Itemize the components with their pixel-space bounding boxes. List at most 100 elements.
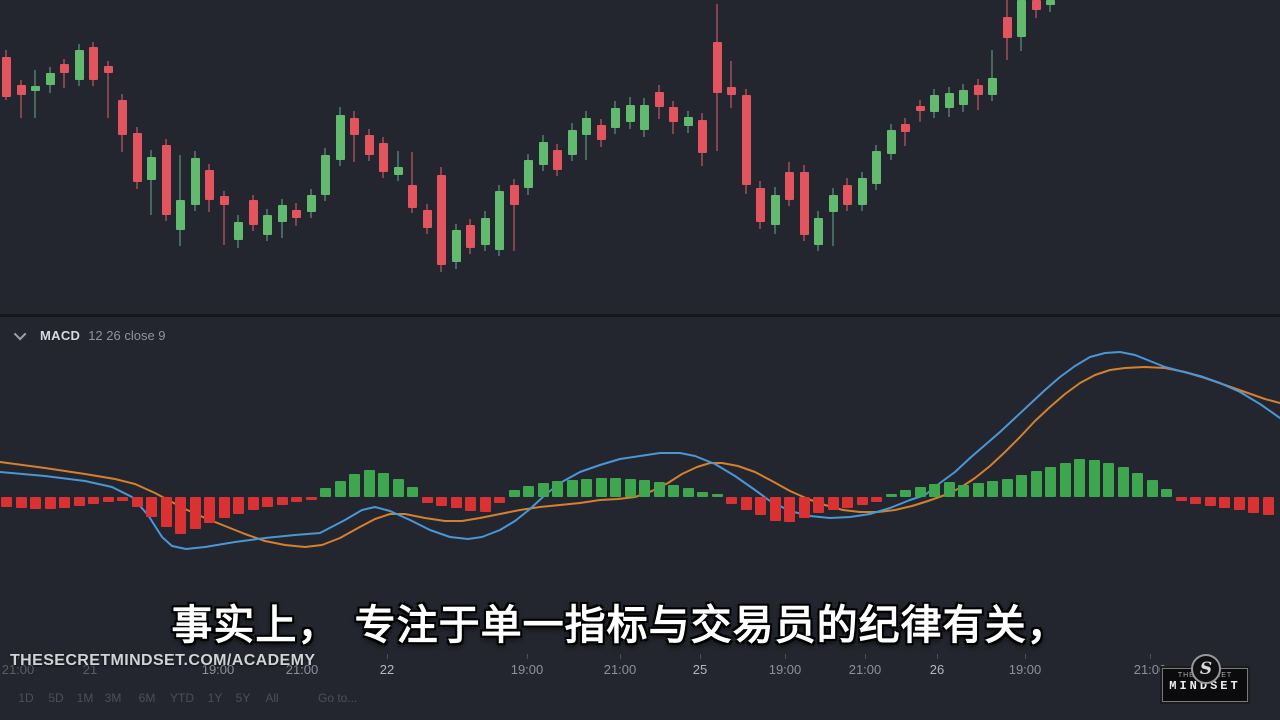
macd-histogram-bar-negative bbox=[465, 497, 476, 511]
candle-wick bbox=[20, 80, 22, 118]
macd-histogram-bar-positive bbox=[625, 479, 636, 497]
macd-histogram-bar-negative bbox=[1, 497, 12, 507]
macd-histogram-bar-positive bbox=[683, 488, 694, 497]
candle-down bbox=[292, 210, 301, 218]
candle-down bbox=[437, 175, 446, 265]
candle-wick bbox=[585, 111, 587, 160]
time-axis-label: 19:00 bbox=[768, 662, 802, 677]
candle-wick bbox=[832, 188, 834, 246]
axis-tick bbox=[620, 654, 621, 659]
macd-histogram-bar-negative bbox=[770, 497, 781, 521]
time-axis-label: 19:00 bbox=[1008, 662, 1042, 677]
candle-up bbox=[321, 155, 330, 195]
candle-down bbox=[597, 125, 606, 140]
chevron-down-icon[interactable] bbox=[10, 327, 32, 343]
macd-histogram-bar-positive bbox=[509, 490, 520, 497]
candle-down bbox=[742, 95, 751, 185]
macd-histogram-bar-negative bbox=[30, 497, 41, 509]
candle-up bbox=[481, 218, 490, 245]
macd-histogram-bar-positive bbox=[1132, 473, 1143, 497]
macd-histogram-bar-positive bbox=[1089, 460, 1100, 497]
macd-histogram-bar-positive bbox=[349, 474, 360, 497]
candle-down bbox=[800, 172, 809, 235]
range-button-1d[interactable]: 1D bbox=[18, 691, 34, 705]
macd-histogram-bar-positive bbox=[1103, 463, 1114, 497]
candle-down bbox=[249, 200, 258, 225]
candle-up bbox=[176, 200, 185, 230]
macd-histogram-bar-negative bbox=[161, 497, 172, 527]
macd-histogram-bar-negative bbox=[1176, 497, 1187, 501]
macd-histogram-bar-negative bbox=[857, 497, 868, 505]
candle-up bbox=[858, 178, 867, 205]
goto-date-button[interactable]: Go to... bbox=[318, 691, 358, 705]
macd-histogram-bar-negative bbox=[45, 497, 56, 509]
candle-down bbox=[133, 133, 142, 182]
candle-up bbox=[234, 222, 243, 240]
macd-histogram-bar-negative bbox=[190, 497, 201, 529]
macd-pane[interactable]: MACD 12 26 close 9 bbox=[0, 317, 1280, 652]
candle-up bbox=[278, 205, 287, 222]
range-button-1m[interactable]: 1M bbox=[76, 691, 94, 705]
axis-tick bbox=[937, 654, 938, 659]
logo-s-emblem-icon: S bbox=[1191, 654, 1221, 684]
range-button-5d[interactable]: 5D bbox=[48, 691, 64, 705]
macd-histogram-bar-negative bbox=[436, 497, 447, 506]
macd-histogram-bar-negative bbox=[799, 497, 810, 518]
time-axis[interactable]: 21:00 21 19:00 21:00 22 19:00 21:00 25 19:00 21:0… bbox=[0, 650, 1280, 686]
range-toolbar: Go to... 1D 5D 1M 3M 6M YTD 1Y 5Y All bbox=[0, 691, 1280, 717]
candle-up bbox=[336, 115, 345, 160]
macd-histogram-bar-positive bbox=[1016, 475, 1027, 497]
candle-wick bbox=[34, 70, 36, 118]
axis-tick bbox=[90, 654, 91, 659]
macd-histogram-bar-negative bbox=[262, 497, 273, 507]
range-button-6m[interactable]: 6M bbox=[138, 691, 156, 705]
macd-histogram-bar-negative bbox=[233, 497, 244, 514]
macd-histogram-bar-positive bbox=[973, 483, 984, 497]
range-button-all[interactable]: All bbox=[265, 691, 279, 705]
macd-histogram-bar-positive bbox=[668, 485, 679, 497]
macd-histogram-bar-positive bbox=[958, 485, 969, 497]
axis-tick bbox=[1025, 654, 1026, 659]
candle-wick bbox=[919, 100, 921, 122]
macd-histogram-bar-negative bbox=[1219, 497, 1230, 508]
macd-histogram-bar-positive bbox=[639, 480, 650, 497]
time-axis-label: 25 bbox=[692, 662, 708, 677]
candlestick-pane[interactable] bbox=[0, 0, 1280, 314]
axis-tick bbox=[18, 654, 19, 659]
candle-wick bbox=[904, 118, 906, 146]
candle-up bbox=[307, 195, 316, 212]
macd-histogram-bar-negative bbox=[248, 497, 259, 510]
macd-histogram-bar-positive bbox=[1002, 479, 1013, 497]
candle-down bbox=[60, 64, 69, 73]
candle-up bbox=[452, 230, 461, 262]
candle-up bbox=[1017, 0, 1026, 37]
candle-down bbox=[379, 143, 388, 172]
macd-histogram-bar-positive bbox=[567, 480, 578, 497]
candle-up bbox=[568, 130, 577, 155]
candle-down bbox=[1003, 17, 1012, 38]
candle-up bbox=[524, 160, 533, 188]
range-button-ytd[interactable]: YTD bbox=[170, 691, 194, 705]
range-button-5y[interactable]: 5Y bbox=[235, 691, 251, 705]
axis-tick bbox=[218, 654, 219, 659]
range-button-1y[interactable]: 1Y bbox=[207, 691, 223, 705]
candle-up bbox=[191, 158, 200, 205]
macd-histogram-bar-negative bbox=[16, 497, 27, 508]
candle-down bbox=[727, 87, 736, 95]
macd-histogram-bar-positive bbox=[1118, 467, 1129, 497]
macd-histogram-bar-positive bbox=[886, 494, 897, 497]
macd-histogram-bar-negative bbox=[277, 497, 288, 505]
time-axis-label: 21:00 bbox=[1, 662, 35, 677]
macd-histogram-bar-positive bbox=[944, 482, 955, 497]
range-button-3m[interactable]: 3M bbox=[104, 691, 122, 705]
macd-histogram-bar-negative bbox=[1234, 497, 1245, 510]
time-axis-label: 26 bbox=[929, 662, 945, 677]
candle-down bbox=[843, 185, 852, 205]
pane-divider[interactable] bbox=[0, 314, 1280, 317]
time-axis-label: 19:00 bbox=[201, 662, 235, 677]
macd-histogram-bar-positive bbox=[1031, 471, 1042, 497]
macd-histogram-bar-negative bbox=[204, 497, 215, 523]
candle-wick bbox=[223, 191, 225, 245]
candle-up bbox=[872, 151, 881, 184]
macd-histogram-bar-negative bbox=[146, 497, 157, 517]
